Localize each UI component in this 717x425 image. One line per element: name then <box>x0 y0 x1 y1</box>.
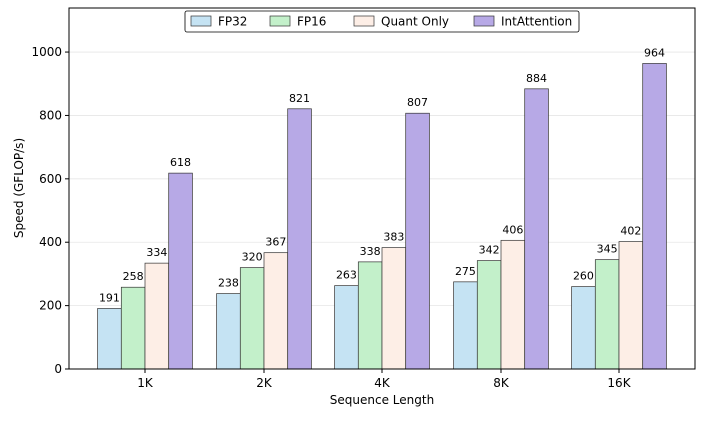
bars: 1912583346182383203678212633383838072753… <box>97 46 667 370</box>
bar-value-label: 383 <box>383 231 404 244</box>
bar-value-label: 320 <box>242 251 263 264</box>
y-tick-label: 400 <box>39 235 62 249</box>
bar-value-label: 263 <box>336 269 357 282</box>
bar-value-label: 367 <box>265 236 286 249</box>
legend-label: FP32 <box>218 15 247 29</box>
x-tick-label: 1K <box>137 376 154 390</box>
bar-fp32 <box>97 308 122 370</box>
x-axis-label: Sequence Length <box>330 393 434 407</box>
legend-swatch <box>353 15 375 27</box>
y-tick-label: 200 <box>39 299 62 313</box>
bar-fp32 <box>453 281 478 370</box>
bar-value-label: 338 <box>360 245 381 258</box>
x-tick-label: 4K <box>374 376 391 390</box>
legend-swatch <box>269 15 291 27</box>
bar-value-label: 275 <box>455 265 476 278</box>
x-tick-label: 2K <box>256 376 273 390</box>
bar-fp32 <box>216 293 241 370</box>
bar-intattention <box>524 88 549 370</box>
legend-label: IntAttention <box>501 15 572 29</box>
bar-value-label: 402 <box>620 225 641 238</box>
bar-intattention <box>405 112 430 370</box>
y-tick-label: 0 <box>54 362 62 376</box>
bar-value-label: 345 <box>597 243 618 256</box>
bar-value-label: 260 <box>573 270 594 283</box>
x-tick-label: 16K <box>607 376 631 390</box>
y-axis-label: Speed (GFLOP/s) <box>12 138 26 238</box>
bar-fp16 <box>239 267 265 370</box>
bar-fp16 <box>357 261 383 370</box>
bar-value-label: 238 <box>218 277 239 290</box>
bar-value-label: 258 <box>123 270 144 283</box>
legend-swatch <box>190 15 212 27</box>
bar-value-label: 618 <box>170 156 191 169</box>
bar-intattention <box>168 172 193 370</box>
bar-value-label: 406 <box>502 223 523 236</box>
y-axis: 0 200 400 600 800 1000 <box>31 45 69 376</box>
bar-fp16 <box>120 286 146 370</box>
legend-swatch <box>473 15 495 27</box>
legend-label: Quant Only <box>381 15 449 29</box>
bar-value-label: 191 <box>99 291 120 304</box>
bar-fp16 <box>594 259 620 370</box>
x-axis: 1K 2K 4K 8K 16K <box>137 369 632 390</box>
bar-value-label: 884 <box>526 72 547 85</box>
legend: FP32 FP16 Quant Only IntAttention <box>184 10 580 33</box>
bar-value-label: 807 <box>407 96 428 109</box>
bar-fp16 <box>476 260 502 370</box>
bar-quant-only <box>500 239 526 370</box>
bar-value-label: 342 <box>479 244 500 257</box>
x-tick-label: 8K <box>493 376 510 390</box>
y-tick-label: 600 <box>39 172 62 186</box>
bar-quant-only <box>381 247 407 370</box>
bar-value-label: 821 <box>289 92 310 105</box>
y-tick-label: 1000 <box>31 45 62 59</box>
bar-fp32 <box>334 285 359 370</box>
bar-quant-only <box>263 252 289 370</box>
bar-value-label: 334 <box>146 246 167 259</box>
bar-fp32 <box>571 286 596 370</box>
y-tick-label: 800 <box>39 108 62 122</box>
bar-quant-only <box>618 241 644 370</box>
bar-quant-only <box>144 262 170 370</box>
bar-value-label: 964 <box>644 46 665 59</box>
bar-intattention <box>287 108 312 370</box>
bar-intattention <box>642 63 667 370</box>
legend-label: FP16 <box>297 15 326 29</box>
